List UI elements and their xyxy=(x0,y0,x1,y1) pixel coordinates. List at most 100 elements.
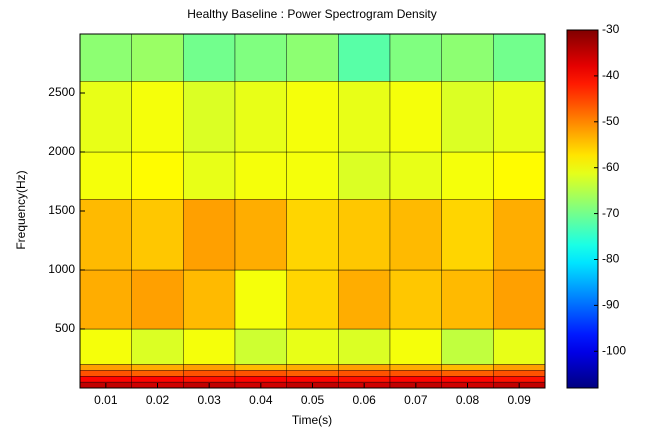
contour-cell xyxy=(79,33,132,82)
contour-cell xyxy=(441,198,494,271)
x-tick-label: 0.02 xyxy=(146,393,170,407)
contour-cell xyxy=(234,364,287,371)
contour-cell xyxy=(338,151,391,200)
contour-cell xyxy=(286,198,339,271)
contour-cell xyxy=(441,376,494,383)
contour-cell xyxy=(338,328,391,365)
contour-cell xyxy=(131,33,184,82)
contour-cell xyxy=(286,328,339,365)
contour-cell xyxy=(131,198,184,271)
contour-cell xyxy=(79,364,132,371)
contour-cell xyxy=(79,80,132,153)
y-tick-label: 500 xyxy=(55,321,75,335)
contour-cell xyxy=(389,80,442,153)
contour-cell xyxy=(338,198,391,271)
chart-title: Healthy Baseline : Power Spectrogram Den… xyxy=(187,7,436,21)
contour-cell xyxy=(389,328,442,365)
contour-cell xyxy=(183,376,236,383)
contour-cell xyxy=(493,328,546,365)
contour-cell xyxy=(131,328,184,365)
colorbar-tick-label: -80 xyxy=(602,252,620,266)
contour-cell xyxy=(131,80,184,153)
contour-cell xyxy=(183,33,236,82)
contour-cell xyxy=(338,364,391,371)
x-tick-label: 0.08 xyxy=(456,393,480,407)
contour-cell xyxy=(338,370,391,377)
contour-cell xyxy=(389,33,442,82)
contour-cell xyxy=(183,364,236,371)
colorbar-tick-label: -40 xyxy=(602,68,620,82)
contour-cell xyxy=(493,269,546,330)
contour-cell xyxy=(389,198,442,271)
contour-cell xyxy=(79,269,132,330)
contour-cell xyxy=(493,151,546,200)
contour-cell xyxy=(234,376,287,383)
contour-cell xyxy=(131,376,184,383)
colorbar-tick-label: -60 xyxy=(602,160,620,174)
contour-cell xyxy=(234,198,287,271)
contour-cell xyxy=(234,80,287,153)
contour-cell xyxy=(493,33,546,82)
contour-cell xyxy=(79,376,132,383)
x-tick-label: 0.07 xyxy=(404,393,428,407)
contour-cell xyxy=(389,151,442,200)
contour-cell xyxy=(389,370,442,377)
colorbar-tick-label: -90 xyxy=(602,298,620,312)
colorbar-tick-label: -30 xyxy=(602,22,620,36)
contour-cell xyxy=(234,151,287,200)
contour-cell xyxy=(441,364,494,371)
contour-cell xyxy=(183,269,236,330)
contour-cell xyxy=(79,198,132,271)
contour-cell xyxy=(389,364,442,371)
contour-cell xyxy=(131,269,184,330)
contour-cell xyxy=(234,33,287,82)
contour-cell xyxy=(441,151,494,200)
contour-cell xyxy=(441,370,494,377)
contour-cell xyxy=(79,328,132,365)
contour-cell xyxy=(131,364,184,371)
contour-cell xyxy=(441,33,494,82)
contour-cell xyxy=(338,80,391,153)
contour-cell xyxy=(338,33,391,82)
colorbar-tick-label: -50 xyxy=(602,114,620,128)
x-tick-label: 0.04 xyxy=(249,393,273,407)
x-tick-label: 0.06 xyxy=(352,393,376,407)
contour-cell xyxy=(338,376,391,383)
x-tick-label: 0.01 xyxy=(94,393,118,407)
contour-cell xyxy=(286,269,339,330)
contour-cell xyxy=(493,198,546,271)
contour-cell xyxy=(286,364,339,371)
x-tick-label: 0.05 xyxy=(301,393,325,407)
x-axis-label: Time(s) xyxy=(292,413,332,427)
contour-cell xyxy=(441,269,494,330)
contour-cell xyxy=(234,328,287,365)
contour-cell xyxy=(493,370,546,377)
contour-cell xyxy=(183,151,236,200)
contour-cell xyxy=(183,198,236,271)
y-tick-label: 1500 xyxy=(48,203,75,217)
contour-cell xyxy=(79,151,132,200)
contour-cell xyxy=(131,151,184,200)
contour-cell xyxy=(493,376,546,383)
contour-cell xyxy=(79,370,132,377)
x-tick-label: 0.03 xyxy=(197,393,221,407)
colorbar-tick-label: -70 xyxy=(602,206,620,220)
contour-cell xyxy=(286,370,339,377)
contour-cell xyxy=(286,33,339,82)
contour-cell xyxy=(183,80,236,153)
y-tick-label: 2000 xyxy=(48,144,75,158)
contour-cell xyxy=(389,376,442,383)
contour-cell xyxy=(338,269,391,330)
contour-cell xyxy=(234,269,287,330)
contour-cell xyxy=(493,80,546,153)
contour-cell xyxy=(286,80,339,153)
colorbar-tick-label: -100 xyxy=(602,343,626,357)
contour-cell xyxy=(286,376,339,383)
contour-cell xyxy=(183,328,236,365)
contour-cell xyxy=(183,370,236,377)
contour-cell xyxy=(131,370,184,377)
contour-cell xyxy=(389,269,442,330)
y-axis-label: Frequency(Hz) xyxy=(14,170,28,249)
contour-cell xyxy=(441,80,494,153)
